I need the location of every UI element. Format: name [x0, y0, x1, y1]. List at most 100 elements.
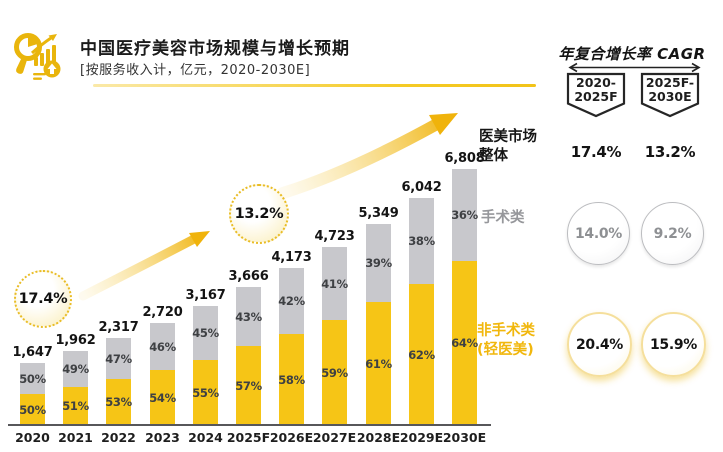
period-banner-2025-2030: 2025F- 2030E: [640, 72, 700, 119]
nonsurgical-segment: 58%: [278, 334, 305, 425]
label-nonsurgical: 非手术类 (轻医美): [477, 322, 535, 360]
label-nonsurgical-line2: (轻医美): [477, 342, 534, 358]
surgical-segment: 50%: [19, 363, 46, 394]
period-line2: 2025F: [574, 89, 618, 104]
nonsurgical-segment: 64%: [451, 261, 478, 425]
surgical-pct-label: 39%: [365, 256, 392, 270]
nonsurgical-pct-label: 54%: [149, 390, 176, 405]
surgical-segment: 38%: [408, 198, 435, 284]
surgical-segment: 45%: [192, 306, 219, 360]
nonsurgical-pct-label: 53%: [105, 395, 132, 409]
bar-2027E: 41% 59%: [321, 247, 348, 425]
cagr-panel-title: 年复合增长率 CAGR: [558, 45, 706, 63]
nonsurgical-pct-label: 50%: [19, 402, 46, 417]
year-label-2025F: 2025F: [226, 430, 271, 445]
nonsurgical-segment: 61%: [365, 302, 392, 425]
surgical-pct-label: 49%: [62, 362, 89, 376]
surgical-pct-label: 38%: [408, 234, 435, 248]
bar-2020: 50% 50%: [19, 363, 46, 425]
nonsurgical-cagr-circle-2: 15.9%: [641, 312, 706, 377]
surgical-pct-label: 50%: [19, 371, 46, 386]
cagr-annotation-2025-2030: 13.2%: [229, 184, 289, 244]
period-banner-2020-2025: 2020- 2025F: [566, 72, 626, 119]
nonsurgical-pct-label: 61%: [365, 356, 392, 371]
period-banner-text: 2020- 2025F: [566, 76, 626, 104]
year-label-2027E: 2027E: [312, 430, 357, 445]
x-axis: [8, 424, 491, 426]
surgical-segment: 39%: [365, 224, 392, 302]
year-label-2021: 2021: [58, 430, 93, 445]
total-label-2024: 3,167: [185, 288, 226, 303]
year-label-2024: 2024: [188, 430, 223, 445]
period-banner-text: 2025F- 2030E: [640, 76, 700, 104]
surgical-segment: 49%: [62, 351, 89, 387]
surgical-pct-label: 42%: [278, 294, 305, 308]
cagr-annotation-2020-2025: 17.4%: [14, 270, 72, 328]
bar-2021: 49% 51%: [62, 351, 89, 425]
total-label-2028E: 5,349: [358, 206, 399, 221]
surgical-cagr-circle-1: 14.0%: [567, 202, 630, 265]
nonsurgical-pct-label: 55%: [192, 385, 219, 400]
surgical-segment: 36%: [451, 169, 478, 261]
bar-2026E: 42% 58%: [278, 268, 305, 425]
surgical-segment: 47%: [105, 338, 132, 379]
year-label-2020: 2020: [15, 430, 50, 445]
surgical-pct-label: 41%: [321, 276, 348, 291]
surgical-pct-label: 45%: [192, 326, 219, 340]
nonsurgical-segment: 50%: [19, 394, 46, 425]
surgical-segment: 42%: [278, 268, 305, 334]
nonsurgical-pct-label: 59%: [321, 365, 348, 380]
bar-2029E: 38% 62%: [408, 198, 435, 425]
total-label-2025F: 3,666: [228, 269, 269, 284]
year-label-2029E: 2029E: [399, 430, 444, 445]
period-line1: 2025F-: [645, 75, 695, 90]
surgical-pct-label: 43%: [235, 309, 262, 324]
bar-2028E: 39% 61%: [365, 224, 392, 425]
period-line1: 2020-: [576, 75, 616, 90]
year-label-2028E: 2028E: [356, 430, 401, 445]
double-headed-arrow-icon: [568, 62, 701, 73]
surgical-pct-label: 47%: [105, 351, 132, 366]
label-market-total: 医美市场整体: [479, 129, 537, 164]
banner-shape-icon: [566, 72, 626, 118]
market-cagr-value-2: 13.2%: [644, 143, 696, 161]
year-label-2022: 2022: [101, 430, 136, 445]
surgical-segment: 43%: [235, 287, 262, 346]
nonsurgical-cagr-circle-1: 20.4%: [567, 312, 632, 377]
page-subtitle: [按服务收入计，亿元，2020-2030E]: [80, 63, 311, 78]
total-label-2023: 2,720: [142, 305, 183, 320]
page-title: 中国医疗美容市场规模与增长预期: [80, 39, 350, 59]
total-label-2026E: 4,173: [271, 250, 312, 265]
surgical-segment: 46%: [149, 323, 176, 370]
nonsurgical-pct-label: 58%: [278, 372, 305, 387]
bar-2022: 47% 53%: [105, 338, 132, 425]
total-label-2027E: 4,723: [314, 229, 355, 244]
bar-2025F: 43% 57%: [235, 287, 262, 425]
total-label-2021: 1,962: [55, 333, 96, 348]
bar-2030E: 36% 64%: [451, 169, 478, 425]
nonsurgical-segment: 51%: [62, 387, 89, 425]
chart-magnifier-icon: [14, 33, 61, 80]
market-cagr-value-1: 17.4%: [570, 143, 622, 161]
total-label-2030E: 6,808: [444, 151, 485, 166]
bar-2024: 45% 55%: [192, 306, 219, 425]
label-surgical: 手术类: [481, 210, 525, 226]
surgical-pct-label: 36%: [451, 208, 478, 222]
bar-2023: 46% 54%: [149, 323, 176, 425]
banner-shape-icon: [640, 72, 700, 118]
nonsurgical-segment: 55%: [192, 360, 219, 425]
year-label-2023: 2023: [145, 430, 180, 445]
nonsurgical-segment: 59%: [321, 320, 348, 425]
nonsurgical-segment: 57%: [235, 346, 262, 425]
surgical-cagr-circle-2: 9.2%: [641, 202, 704, 265]
header-divider: [93, 84, 536, 87]
label-nonsurgical-line1: 非手术类: [477, 323, 535, 339]
year-label-2030E: 2030E: [442, 430, 487, 445]
year-label-2026E: 2026E: [269, 430, 314, 445]
surgical-pct-label: 46%: [149, 339, 176, 354]
nonsurgical-segment: 54%: [149, 370, 176, 425]
nonsurgical-segment: 62%: [408, 284, 435, 425]
nonsurgical-pct-label: 51%: [62, 399, 89, 413]
nonsurgical-segment: 53%: [105, 379, 132, 425]
